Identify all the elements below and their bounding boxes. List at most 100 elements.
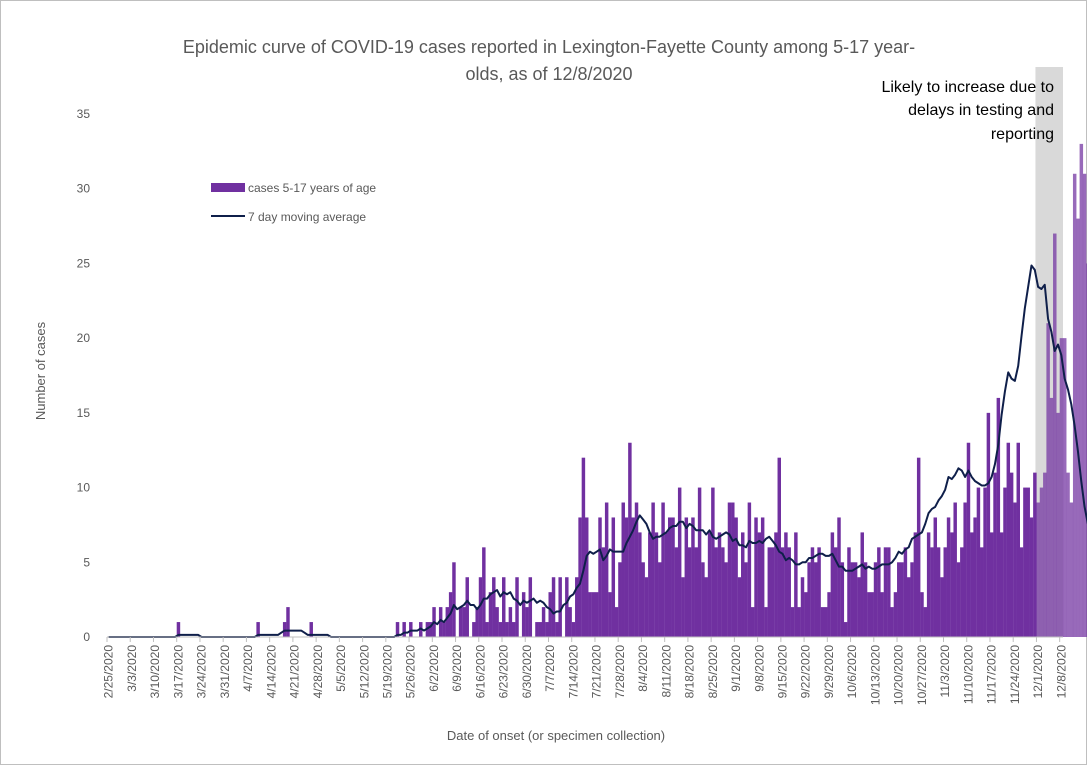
case-bar [1076, 218, 1080, 637]
case-bar [757, 532, 762, 637]
x-tick-label: 5/26/2020 [404, 645, 418, 699]
case-bar [980, 547, 984, 637]
case-bar [827, 592, 831, 637]
case-bar [395, 622, 400, 637]
x-tick-label: 6/9/2020 [450, 645, 464, 692]
case-bar [837, 517, 841, 637]
case-bar [936, 547, 941, 637]
case-bar [956, 562, 961, 637]
case-bar [847, 547, 851, 637]
case-bar [830, 532, 835, 637]
x-tick-label: 9/29/2020 [822, 645, 836, 699]
legend-bar-swatch [211, 183, 245, 192]
x-tick-label: 12/8/2020 [1054, 645, 1068, 699]
case-bar [624, 517, 629, 637]
case-bar [462, 607, 466, 637]
case-bar [764, 607, 768, 637]
case-bar [482, 547, 486, 637]
case-bar [760, 517, 765, 637]
case-bar [800, 577, 805, 637]
case-bar [960, 547, 964, 637]
case-bar [1016, 442, 1020, 637]
case-bar [1056, 412, 1060, 637]
x-tick-label: 10/20/2020 [892, 645, 906, 705]
case-bar [1013, 502, 1017, 637]
case-bar [282, 622, 287, 637]
case-bar [545, 622, 549, 637]
case-bar [502, 577, 506, 637]
case-bar [555, 622, 559, 637]
case-bar [621, 502, 625, 637]
case-bar [996, 397, 1001, 637]
case-bar [916, 457, 921, 637]
case-bar [558, 577, 562, 637]
case-bar [1046, 323, 1050, 637]
case-bar [963, 502, 967, 637]
case-bar [511, 622, 516, 637]
x-tick-label: 3/17/2020 [171, 645, 185, 699]
case-bar [867, 592, 871, 637]
case-bar [853, 562, 858, 637]
x-tick-label: 8/18/2020 [683, 645, 697, 699]
case-bar [810, 547, 815, 637]
x-tick-label: 6/23/2020 [497, 645, 511, 699]
case-bar [594, 592, 599, 637]
case-bar [691, 517, 695, 637]
chart-title-line1: Epidemic curve of COVID-19 cases reporte… [183, 37, 915, 57]
x-tick-label: 5/5/2020 [334, 645, 348, 692]
case-bar [701, 562, 705, 637]
case-bar [747, 502, 752, 637]
case-bar [906, 577, 911, 637]
x-tick-label: 11/3/2020 [938, 645, 952, 698]
x-tick-label: 3/10/2020 [148, 645, 162, 699]
case-bar [591, 592, 596, 637]
x-tick-label: 8/25/2020 [706, 645, 720, 699]
x-tick-label: 3/31/2020 [218, 645, 232, 699]
x-tick-label: 12/1/2020 [1031, 645, 1045, 699]
case-bar [814, 562, 818, 637]
case-bar [309, 622, 313, 637]
case-bar [950, 532, 954, 637]
case-bar [611, 517, 616, 637]
case-bar [734, 517, 738, 637]
case-bar [478, 577, 483, 637]
case-bar [804, 592, 808, 637]
x-tick-label: 8/11/2020 [659, 645, 673, 698]
case-bar [721, 547, 725, 637]
x-tick-label: 6/16/2020 [473, 645, 487, 699]
case-bar [873, 562, 878, 637]
case-bar [887, 547, 891, 637]
case-bar [641, 562, 645, 637]
chart-title-line2: olds, as of 12/8/2020 [465, 64, 632, 84]
case-bar [628, 442, 632, 637]
x-tick-label: 7/28/2020 [613, 645, 627, 699]
case-bar [674, 547, 679, 637]
x-tick-label: 9/15/2020 [776, 645, 790, 699]
case-bar [578, 517, 582, 637]
case-bar [973, 517, 977, 637]
case-bar [661, 502, 665, 637]
case-bar [256, 622, 260, 637]
case-bar [565, 577, 569, 637]
case-bar [498, 622, 503, 637]
case-bar [754, 517, 758, 637]
bar-series [176, 143, 1087, 638]
case-bar [402, 622, 406, 637]
shaded-annotation: Likely to increase due to delays in test… [881, 79, 1054, 143]
case-bar [667, 517, 672, 637]
case-bar [638, 532, 642, 637]
case-bar [807, 562, 811, 637]
case-bar [541, 607, 546, 637]
case-bar [601, 547, 606, 637]
case-bar [797, 607, 801, 637]
case-bar [608, 592, 612, 637]
case-bar [1049, 397, 1054, 637]
y-tick-label: 10 [77, 481, 91, 495]
case-bar [1069, 502, 1074, 637]
case-bar [495, 607, 499, 637]
case-bar [475, 607, 479, 637]
case-bar [986, 412, 991, 637]
case-bar [790, 607, 795, 637]
y-tick-label: 35 [77, 107, 91, 121]
case-bar [903, 547, 908, 637]
